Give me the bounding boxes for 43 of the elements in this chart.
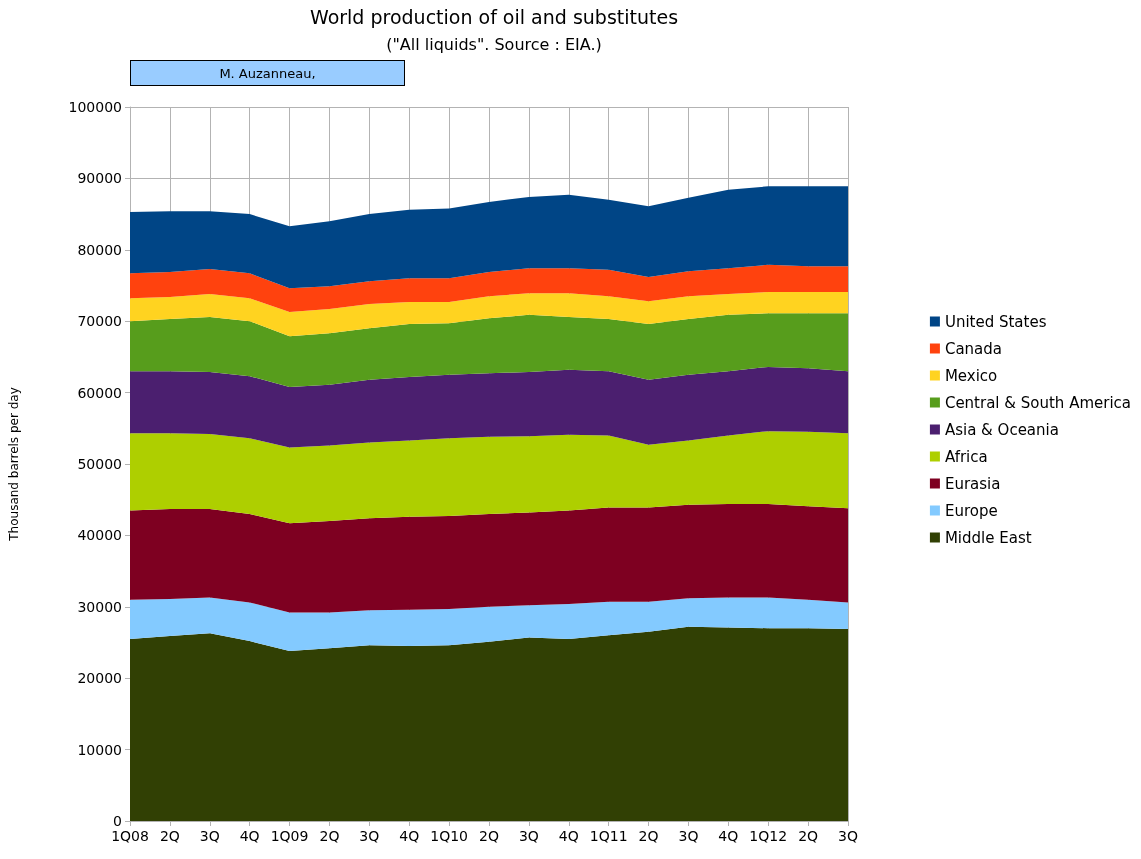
legend-label: Central & South America [944,393,1132,412]
legend-label: Canada [944,339,1002,358]
x-tick-label: 2Q [798,828,819,844]
y-tick-label: 0 [113,813,122,829]
y-tick-label: 90000 [77,170,122,187]
legend-label: Eurasia [944,474,1001,493]
text: M. Auzanneau, [130,60,405,86]
x-tick-label: 2Q [479,828,499,844]
chart-subtitle: ("All liquids". Source : EIA.) [386,34,602,54]
x-tick-label: 1Q08 [111,828,149,844]
x-tick-label: 3Q [678,828,699,844]
chart-title: World production of oil and substitutes [309,5,679,28]
y-tick-label: 10000 [77,741,122,758]
x-tick-label: 1Q11 [589,828,628,844]
x-tick-label: 4Q [718,828,739,844]
legend-label: Mexico [944,366,998,385]
x-tick-label: 4Q [239,828,260,844]
x-tick-label: 2Q [159,828,180,844]
y-tick-label: 100000 [68,99,122,115]
legend-label: Europe [944,501,998,520]
x-tick-label: 1Q10 [430,828,468,844]
y-tick-label: 60000 [77,384,122,401]
y-axis-title: Thousand barrels per day [7,387,21,542]
legend-label: Africa [944,447,988,466]
x-tick-label: 2Q [319,828,340,844]
x-tick-label: 4Q [399,828,420,844]
x-tick-label: 4Q [558,828,579,844]
y-tick-label: 70000 [77,313,122,330]
x-tick-label: 3Q [838,828,858,844]
x-tick-label: 1Q09 [270,828,309,844]
y-tick-label: 40000 [77,527,122,544]
x-tick-label: 2Q [638,828,659,844]
legend-label: Middle East [944,528,1032,547]
x-tick-label: 3Q [359,828,380,844]
y-tick-label: 50000 [77,456,122,472]
x-tick-label: 3Q [518,828,539,844]
y-tick-label: 30000 [77,598,122,615]
x-tick-label: 3Q [199,828,220,844]
legend-label: United States [944,312,1047,331]
y-tick-label: 20000 [77,670,122,687]
x-tick-label: 1Q12 [749,828,788,844]
legend-label: Asia & Oceania [944,420,1059,439]
y-tick-label: 80000 [77,241,122,258]
